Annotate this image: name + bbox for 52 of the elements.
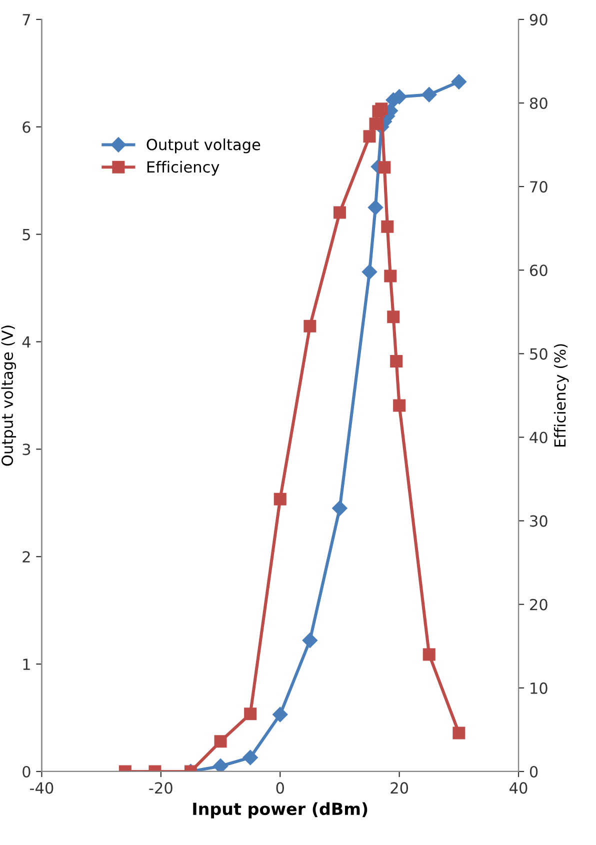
y2-tick-label: 40 <box>530 432 548 444</box>
point <box>381 220 394 233</box>
legend-label: Output voltage <box>146 138 260 154</box>
y-tick-label: 2 <box>22 551 30 562</box>
point <box>302 632 318 648</box>
y-tick-label: 5 <box>22 228 30 240</box>
point <box>332 500 348 516</box>
point <box>242 750 258 766</box>
point <box>422 648 436 661</box>
point <box>244 708 257 720</box>
x-axis-title: Input power (dBm) <box>193 802 368 818</box>
point <box>362 264 378 280</box>
x-tick-label: 0 <box>276 782 284 794</box>
point <box>333 206 346 219</box>
point <box>272 706 288 722</box>
y2-tick-label: 80 <box>530 97 548 110</box>
y2-tick-label: 60 <box>530 264 548 276</box>
y2-tick-label: 20 <box>530 598 548 610</box>
point <box>212 758 228 772</box>
y2-tick-label: 90 <box>530 14 548 26</box>
y-tick-label: 0 <box>22 766 30 778</box>
point <box>375 102 388 116</box>
y-tick-label: 3 <box>22 444 30 456</box>
point <box>390 354 403 368</box>
y2-axis-title: Efficiency (%) <box>554 344 569 447</box>
point <box>274 492 286 506</box>
x-tick-label: -20 <box>149 782 172 794</box>
y-tick-label: 6 <box>22 121 30 133</box>
y2-tick-label: 30 <box>530 515 548 527</box>
point <box>363 130 376 143</box>
point <box>393 399 406 412</box>
y2-tick-label: 70 <box>530 181 548 193</box>
y-tick-label: 7 <box>22 14 30 26</box>
point <box>451 74 466 90</box>
point <box>378 161 391 174</box>
y2-tick-label: 50 <box>530 348 548 360</box>
point <box>422 87 437 102</box>
legend-label: Efficiency <box>147 160 220 176</box>
point <box>387 310 400 324</box>
y-axis-title: Output voltage (V) <box>1 326 16 466</box>
point <box>304 320 316 332</box>
y2-tick-label: 10 <box>530 682 548 694</box>
point <box>368 200 384 216</box>
x-tick-label: -40 <box>30 782 54 794</box>
point <box>214 735 227 748</box>
point <box>384 270 397 282</box>
x-tick-label: 40 <box>510 782 528 794</box>
y-tick-label: 1 <box>23 658 30 670</box>
point <box>452 726 466 740</box>
x-tick-label: 20 <box>390 782 408 794</box>
y-tick-label: 4 <box>22 336 30 348</box>
y2-tick-label: 0 <box>530 766 538 778</box>
